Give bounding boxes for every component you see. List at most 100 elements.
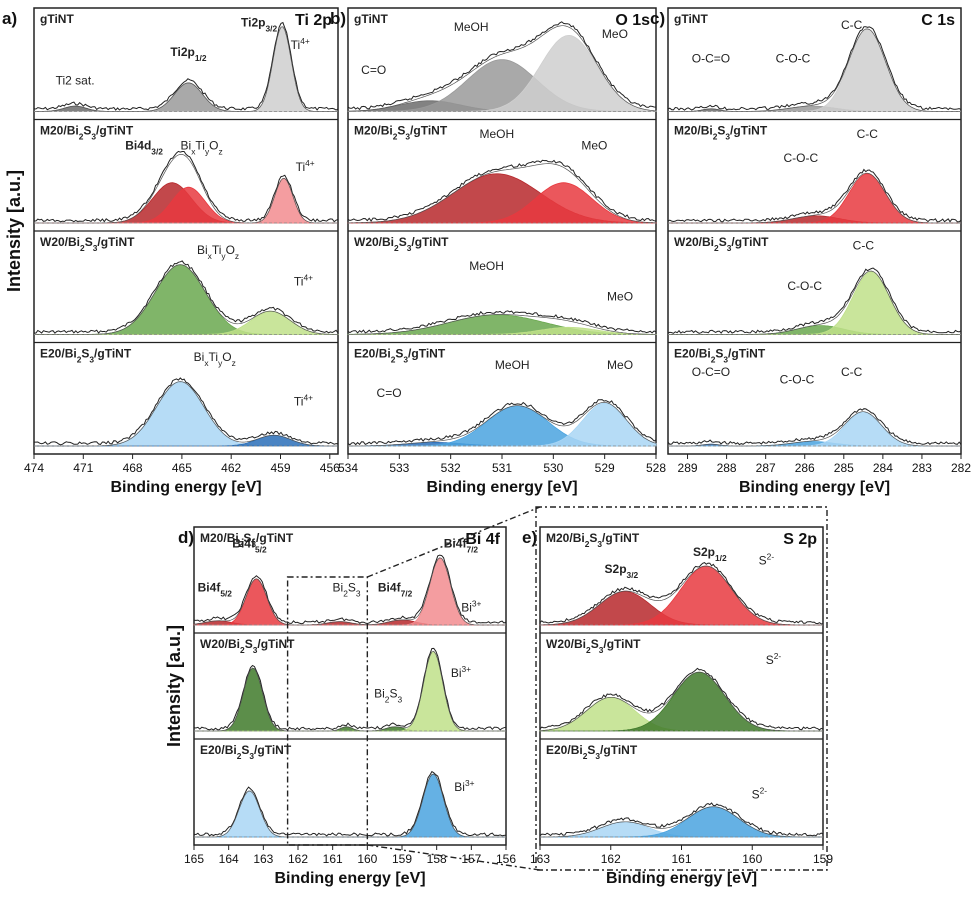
sample-name: W20/Bi2S3/gTiNT bbox=[674, 235, 769, 253]
sample-b-2: W20/Bi2S3/gTiNT MeOH MeO bbox=[347, 230, 657, 335]
x-axis-label: Binding energy [eV] bbox=[606, 870, 757, 887]
sample-name: M20/Bi2S3/gTiNT bbox=[200, 531, 294, 549]
peak-label: MeOH bbox=[495, 358, 530, 372]
peak-label: C-O-C bbox=[780, 372, 815, 386]
x-tick-label: 533 bbox=[389, 461, 409, 475]
x-tick-label: 282 bbox=[951, 461, 971, 475]
panel-letter: a) bbox=[2, 9, 17, 28]
sample-name: E20/Bi2S3/gTiNT bbox=[200, 743, 292, 761]
x-tick-label: 287 bbox=[756, 461, 776, 475]
sample-a-0: gTiNT Ti2 sat. Ti2p1/2 Ti2p3/2 Ti4+ bbox=[33, 12, 339, 112]
experimental-line bbox=[33, 150, 339, 223]
x-tick-label: 284 bbox=[873, 461, 893, 475]
experimental-line bbox=[347, 21, 657, 111]
peak-label: Bi4f5/2 bbox=[198, 580, 233, 598]
experimental-line bbox=[667, 267, 962, 334]
x-tick-label: 289 bbox=[678, 461, 698, 475]
sample-name: E20/Bi2S3/gTiNT bbox=[674, 347, 766, 365]
component-peak bbox=[194, 790, 506, 838]
peak-label: BixTiyOz bbox=[181, 139, 223, 157]
peak-label: C-O-C bbox=[783, 151, 818, 165]
x-axis-label: Binding energy [eV] bbox=[110, 479, 261, 496]
x-tick-label: 456 bbox=[320, 461, 340, 475]
sample-name: E20/Bi2S3/gTiNT bbox=[40, 347, 132, 365]
x-tick-label: 159 bbox=[392, 852, 412, 866]
sample-name: M20/Bi2S3/gTiNT bbox=[674, 124, 768, 142]
x-tick-label: 159 bbox=[813, 852, 833, 866]
peak-label: O-C=O bbox=[692, 51, 730, 65]
sample-name: gTiNT bbox=[354, 12, 388, 26]
peak-label: Bi3+ bbox=[461, 599, 481, 615]
x-tick-label: 528 bbox=[646, 461, 666, 475]
peak-label: Ti4+ bbox=[291, 36, 310, 52]
peak-label: C-O-C bbox=[787, 279, 822, 293]
peak-label: C-C bbox=[841, 18, 863, 32]
zoom-box bbox=[286, 576, 369, 846]
component-peak bbox=[347, 314, 657, 335]
peak-label: S2- bbox=[759, 552, 775, 568]
fit-envelope bbox=[194, 651, 506, 732]
peak-label: S2- bbox=[752, 785, 768, 801]
x-tick-label: 288 bbox=[717, 461, 737, 475]
fit-envelope bbox=[193, 557, 506, 626]
panel-letter: b) bbox=[330, 9, 346, 28]
sample-d-2: E20/Bi2S3/gTiNT Bi3+ bbox=[193, 738, 507, 838]
x-tick-label: 160 bbox=[357, 852, 377, 866]
peak-label: MeO bbox=[607, 358, 633, 372]
sample-e-2: E20/Bi2S3/gTiNT S2- bbox=[539, 738, 824, 838]
x-tick-label: 156 bbox=[496, 852, 516, 866]
experimental-line bbox=[33, 21, 339, 111]
fit-envelope bbox=[539, 671, 823, 732]
peak-label: MeO bbox=[607, 289, 633, 303]
experimental-line bbox=[193, 554, 507, 625]
panel-title: Ti 2p bbox=[295, 12, 332, 29]
panel-frame bbox=[193, 526, 507, 846]
peak-label: MeO bbox=[602, 27, 628, 41]
experimental-line bbox=[347, 310, 657, 334]
fit-envelope bbox=[668, 28, 961, 112]
sample-name: W20/Bi2S3/gTiNT bbox=[200, 637, 295, 655]
panel-letter: c) bbox=[650, 9, 665, 28]
peak-label: Bi4f7/2 bbox=[444, 537, 479, 555]
x-axis-label: Binding energy [eV] bbox=[426, 479, 577, 496]
peak-label: MeOH bbox=[469, 259, 504, 273]
component-peak bbox=[34, 381, 338, 447]
x-tick-label: 531 bbox=[492, 461, 512, 475]
peak-label: Ti4+ bbox=[296, 158, 315, 174]
x-tick-label: 530 bbox=[543, 461, 563, 475]
peak-label: Ti4+ bbox=[294, 272, 313, 288]
experimental-line bbox=[193, 647, 507, 731]
experimental-line bbox=[34, 377, 339, 446]
peak-label: C-C bbox=[853, 238, 875, 252]
x-tick-label: 163 bbox=[530, 852, 550, 866]
fit-envelope bbox=[540, 806, 823, 838]
panel-title: O 1s bbox=[615, 12, 650, 29]
panel-title: Bi 4f bbox=[465, 531, 500, 548]
peak-label: MeOH bbox=[454, 20, 489, 34]
peak-label: BixTiyOz bbox=[197, 243, 239, 261]
panel-letter: d) bbox=[178, 528, 194, 547]
peak-label: O-C=O bbox=[692, 365, 730, 379]
x-axis-label: Binding energy [eV] bbox=[739, 479, 890, 496]
zoom-connectors bbox=[286, 506, 828, 871]
peak-label: C=O bbox=[361, 63, 386, 77]
experimental-line bbox=[667, 26, 962, 111]
experimental-line bbox=[539, 667, 824, 731]
x-tick-label: 162 bbox=[288, 852, 308, 866]
x-tick-label: 165 bbox=[184, 852, 204, 866]
y-axis-label: Intensity [a.u.] bbox=[4, 170, 24, 292]
fit-envelope bbox=[348, 25, 657, 112]
peak-label: C=O bbox=[377, 386, 402, 400]
x-tick-label: 161 bbox=[323, 852, 343, 866]
x-tick-label: 459 bbox=[270, 461, 290, 475]
panel-c: gTiNT O-C=O C-O-C C-C M20/Bi2S3/gTiNT C-O-C C-… bbox=[650, 7, 971, 496]
experimental-line bbox=[347, 399, 657, 446]
x-tick-label: 468 bbox=[123, 461, 143, 475]
sample-a-3: E20/Bi2S3/gTiNT BixTiyOz Ti4+ bbox=[34, 341, 339, 447]
